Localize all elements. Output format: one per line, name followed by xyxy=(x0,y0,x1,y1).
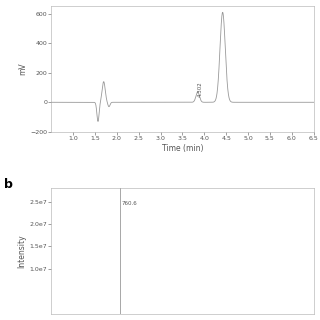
Y-axis label: mV: mV xyxy=(18,63,27,76)
X-axis label: Time (min): Time (min) xyxy=(162,144,203,153)
Text: 760.6: 760.6 xyxy=(122,201,138,206)
Y-axis label: Intensity: Intensity xyxy=(18,234,27,268)
Text: b: b xyxy=(4,178,13,191)
Text: 4.302: 4.302 xyxy=(197,81,202,97)
